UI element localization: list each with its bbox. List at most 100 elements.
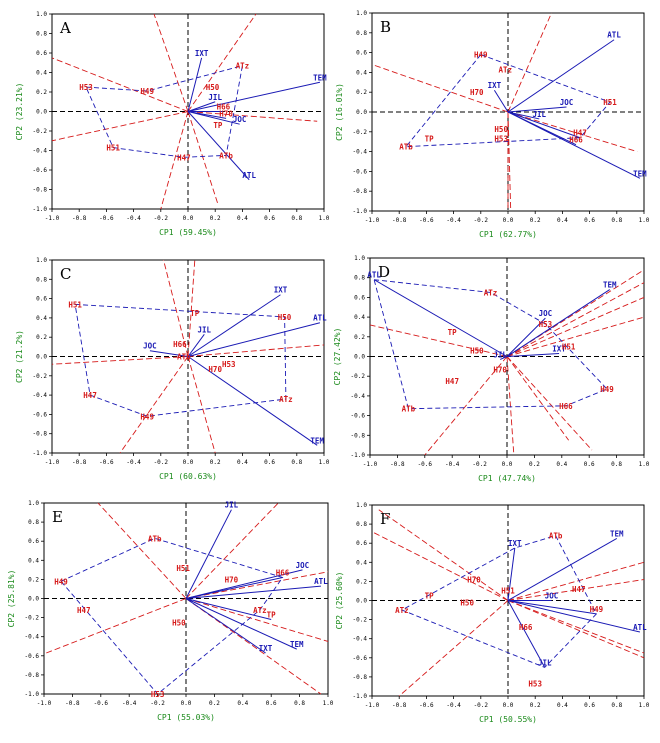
vector-label: JOC (143, 342, 157, 351)
x-tick-label: -0.2 (474, 702, 489, 709)
vector-line (506, 317, 546, 357)
y-tick-label: 0.2 (28, 576, 39, 583)
y-tick-label: -0.8 (351, 432, 366, 439)
x-tick-label: 0.8 (291, 215, 302, 222)
x-tick-label: -0.2 (150, 700, 165, 707)
point-label: ATb (177, 353, 191, 362)
x-tick-label: -1.0 (365, 702, 380, 709)
vector-label: JOC (233, 115, 247, 124)
x-tick-label: -0.2 (154, 215, 169, 222)
y-tick-label: 0.8 (36, 276, 47, 283)
x-tick-label: 0.6 (584, 461, 595, 468)
point-label: H51 (176, 564, 190, 573)
vector-label: JIL (208, 93, 222, 102)
vector-label: H47 (573, 129, 587, 138)
y-tick-label: -0.6 (351, 413, 366, 420)
point-label: H49 (140, 87, 154, 96)
vector-label: ATL (633, 623, 647, 632)
point-label: ATz (499, 65, 513, 74)
vector-line (185, 598, 266, 654)
x-axis-label: CP1 (62.77%) (479, 230, 537, 239)
point-label: H50 (470, 347, 484, 356)
sector-ray (187, 13, 257, 112)
x-tick-label: -0.6 (419, 702, 434, 709)
x-tick-label: -0.8 (390, 461, 405, 468)
vector-label: IXT (488, 81, 502, 90)
vector-line (507, 600, 597, 615)
point-label: TP (425, 592, 435, 601)
point-label: H51 (106, 144, 120, 153)
y-tick-label: 1.0 (356, 502, 367, 509)
point-label: H47 (83, 391, 97, 400)
sector-ray (371, 64, 509, 113)
point-label: H66 (173, 340, 187, 349)
y-tick-label: -1.0 (33, 206, 48, 213)
x-tick-label: 0.2 (210, 459, 221, 466)
vector-line (185, 509, 232, 599)
vector-label: JOC (560, 98, 574, 107)
vector-label: H66 (217, 103, 231, 112)
point-label: H50 (494, 125, 508, 134)
vector-label: ATL (607, 31, 621, 40)
vector-label: IXT (195, 49, 209, 58)
y-tick-label: -0.8 (353, 674, 368, 681)
y-axis-label: CP2 (23.21%) (15, 83, 24, 141)
x-axis-label: CP1 (59.45%) (159, 228, 217, 237)
x-tick-label: 0.0 (181, 700, 192, 707)
x-tick-label: 0.8 (291, 459, 302, 466)
x-tick-label: -0.6 (99, 459, 114, 466)
x-tick-label: 0.8 (611, 217, 622, 224)
x-tick-label: 0.8 (611, 461, 622, 468)
panel-d: -1.0 -0.8 -0.6 -0.4 -0.2 0.0 0.2 0.4 0.6 0.8 1.0 1.… (333, 255, 650, 483)
sector-ray (378, 509, 509, 601)
y-tick-label: 0.6 (36, 296, 47, 303)
panel-c: -1.0 -0.8 -0.6 -0.4 -0.2 0.0 0.2 0.4 0.6 0.8 1.0 1.… (15, 257, 330, 481)
vector-label: TEM (610, 529, 624, 538)
y-tick-label: 0.8 (36, 31, 47, 38)
y-tick-label: 0.8 (356, 521, 367, 528)
y-tick-label: -1.0 (353, 693, 368, 700)
vector-label: TEM (290, 640, 304, 649)
x-tick-label: 0.4 (237, 215, 248, 222)
y-tick-label: 0.6 (356, 540, 367, 547)
y-tick-label: -0.6 (353, 168, 368, 175)
x-tick-label: 0.2 (210, 215, 221, 222)
panel-e: -1.0 -0.8 -0.6 -0.4 -0.2 0.0 0.2 0.4 0.6 0.8 1.0 1.… (7, 500, 334, 722)
y-tick-label: 1.0 (28, 500, 39, 507)
sector-ray (119, 356, 189, 454)
convex-hull (74, 303, 287, 417)
point-label: H70 (208, 365, 222, 374)
panel-f: -1.0 -0.8 -0.6 -0.4 -0.2 0.0 0.2 0.4 0.6 0.8 1.0 1.… (335, 502, 650, 724)
vector-line (493, 89, 509, 113)
x-tick-label: -1.0 (45, 459, 60, 466)
y-tick-label: 0.4 (356, 69, 367, 76)
point-label: ATz (253, 606, 267, 615)
point-label: H50 (172, 618, 186, 627)
point-label: TP (425, 135, 435, 144)
y-tick-label: -0.2 (33, 373, 48, 380)
point-label: H47 (177, 153, 191, 162)
sector-ray (185, 571, 329, 599)
y-tick-label: -1.0 (353, 208, 368, 215)
x-tick-label: -0.8 (392, 702, 407, 709)
point-label: H50 (460, 598, 474, 607)
x-tick-label: -0.6 (94, 700, 109, 707)
panel-letter: C (60, 265, 71, 283)
sector-ray (185, 502, 279, 599)
sector-ray (185, 598, 329, 642)
vector-line (187, 294, 281, 357)
y-tick-label: -0.4 (353, 636, 368, 643)
x-tick-label: -0.6 (419, 217, 434, 224)
y-tick-label: 0.4 (36, 70, 47, 77)
x-tick-label: 0.8 (294, 700, 305, 707)
vector-line (507, 106, 567, 113)
panel-letter: D (378, 263, 390, 281)
sector-ray (187, 344, 325, 357)
point-label: H49 (140, 412, 154, 421)
point-label: H66 (559, 402, 573, 411)
y-axis-label: CP2 (25.81%) (7, 570, 16, 628)
sector-ray (187, 259, 196, 357)
y-axis-label: CP2 (16.01%) (335, 83, 344, 141)
x-tick-label: -0.2 (154, 459, 169, 466)
